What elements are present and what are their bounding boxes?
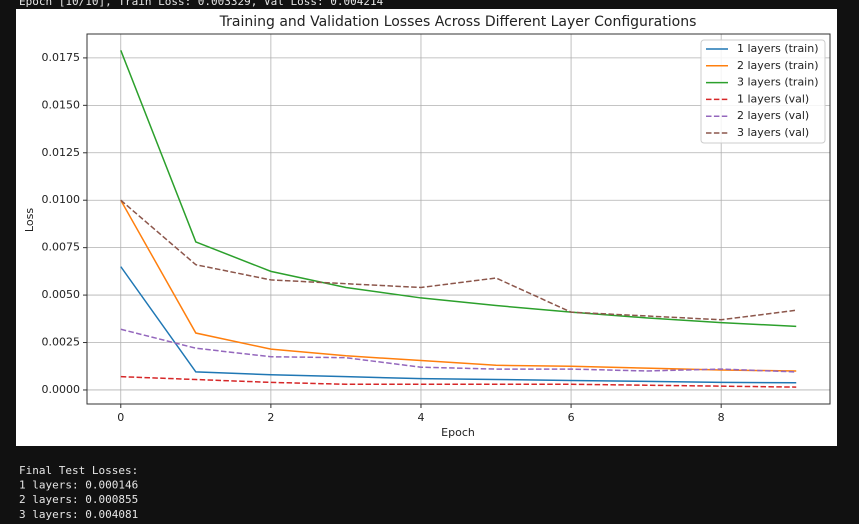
y-tick-label: 0.0050	[42, 288, 81, 301]
legend: 1 layers (train) 2 layers (train) 3 layers…	[700, 39, 826, 144]
chart-title: Training and Validation Losses Across Di…	[219, 14, 697, 30]
y-axis-label: Loss	[23, 208, 36, 232]
y-tick-label: 0.0175	[42, 51, 81, 64]
legend-box	[700, 39, 826, 144]
log-line: 3 layers: 0.004081	[19, 508, 138, 521]
y-tick-label: 0.0075	[42, 241, 81, 254]
legend-label: 2 layers (val)	[737, 109, 809, 122]
log-line: Epoch [10/10], Train Loss: 0.003329, Val…	[19, 0, 384, 8]
y-tick-label: 0.0150	[42, 98, 81, 111]
legend-label: 1 layers (val)	[737, 92, 809, 105]
axes-frame	[86, 33, 831, 405]
log-line: Final Test Losses:	[19, 464, 138, 477]
series-line	[120, 328, 797, 373]
y-tick-label: 0.0100	[42, 193, 81, 206]
legend-label: 2 layers (train)	[737, 59, 819, 72]
plot-lines	[120, 50, 797, 388]
series-line	[120, 375, 797, 388]
x-tick-label: 4	[417, 411, 424, 424]
legend-label: 1 layers (train)	[737, 42, 819, 55]
series-line	[120, 199, 797, 321]
y-tick-label: 0.0125	[42, 146, 81, 159]
series-line	[120, 50, 797, 328]
series-line	[120, 266, 797, 384]
log-line: 2 layers: 0.000855	[19, 493, 138, 506]
legend-label: 3 layers (val)	[737, 126, 809, 139]
y-tick-label: 0.0025	[42, 336, 81, 349]
legend-label: 3 layers (train)	[737, 76, 819, 89]
x-tick-label: 8	[718, 411, 725, 424]
log-line: 1 layers: 0.000146	[19, 479, 138, 492]
y-tick-label: 0.0000	[42, 383, 81, 396]
x-tick-label: 0	[117, 411, 124, 424]
series-line	[120, 199, 797, 372]
x-axis-label: Epoch	[441, 426, 475, 439]
x-tick-label: 6	[568, 411, 575, 424]
x-tick-label: 2	[267, 411, 274, 424]
